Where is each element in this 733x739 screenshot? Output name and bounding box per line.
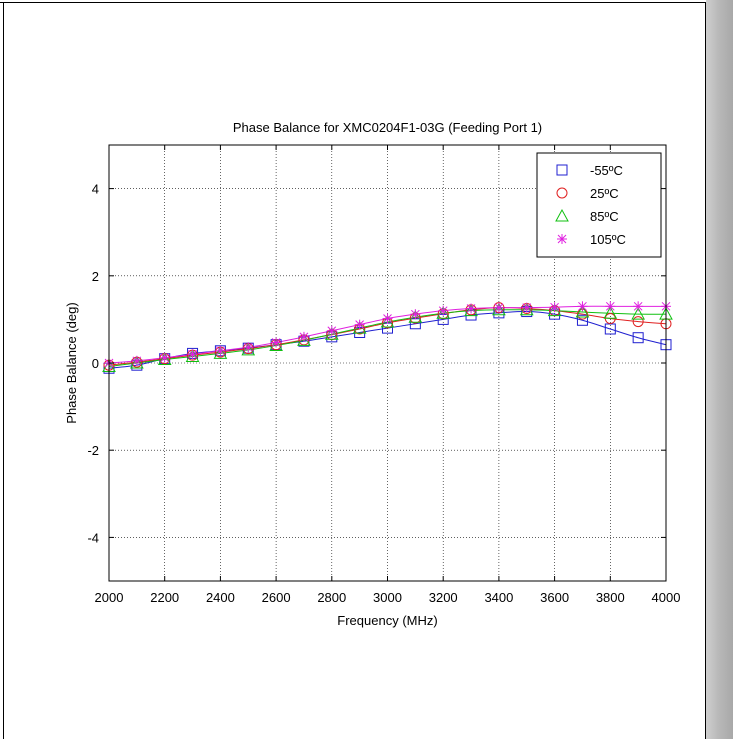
x-tick-label: 3000	[373, 590, 402, 605]
x-tick-label: 4000	[652, 590, 681, 605]
series-markers	[102, 301, 673, 374]
legend-box	[536, 152, 662, 258]
legend-marker-square	[556, 164, 568, 176]
star-stroke	[550, 302, 559, 312]
x-tick-label: 2800	[317, 590, 346, 605]
x-tick-label: 2000	[95, 590, 124, 605]
data-point-star	[605, 301, 616, 312]
star-stroke	[188, 349, 197, 359]
star-stroke	[605, 301, 615, 311]
x-tick-label: 3200	[429, 590, 458, 605]
star-stroke	[243, 342, 253, 352]
x-tick-label: 3400	[484, 590, 513, 605]
data-point-star	[633, 301, 644, 312]
data-point-star	[410, 309, 421, 320]
star-stroke	[438, 306, 448, 316]
top-border	[0, 2, 707, 3]
star-stroke	[494, 303, 504, 312]
star-stroke	[160, 353, 170, 363]
right-border	[705, 2, 706, 739]
x-tick-label: 2400	[206, 590, 235, 605]
y-tick-label: 0	[92, 356, 99, 371]
star-stroke	[410, 309, 420, 319]
x-tick-label: 3600	[540, 590, 569, 605]
data-point-triangle	[241, 342, 256, 356]
data-point-star	[382, 313, 393, 324]
side-scroll-bar[interactable]	[706, 0, 733, 739]
star-stroke	[557, 234, 567, 244]
star-stroke	[522, 303, 532, 312]
y-tick-label: -4	[87, 530, 99, 545]
legend-marker-star	[557, 234, 567, 244]
data-point-star	[159, 352, 170, 363]
legend: -55ºC 25ºC 85ºC 105ºC	[536, 152, 662, 258]
star-stroke	[383, 314, 392, 323]
x-axis-label: Frequency (MHz)	[337, 613, 437, 628]
data-point-triangle	[603, 306, 618, 319]
star-stroke	[216, 346, 225, 356]
data-point-star	[354, 319, 365, 330]
data-point-triangle	[157, 352, 172, 366]
star-stroke	[355, 320, 365, 329]
star-stroke	[633, 301, 643, 311]
data-point-star	[577, 301, 588, 312]
data-point-triangle	[575, 304, 590, 318]
data-point-square	[632, 332, 644, 344]
data-point-star	[326, 325, 337, 336]
star-stroke	[271, 338, 281, 347]
legend-label: 25ºC	[590, 186, 619, 201]
x-tick-label: 2600	[262, 590, 291, 605]
y-tick-label: -2	[87, 443, 99, 458]
data-point-triangle	[631, 307, 645, 320]
x-tick-label: 3800	[596, 590, 625, 605]
star-stroke	[299, 332, 309, 342]
y-axis-label: Phase Balance (deg)	[64, 302, 79, 423]
data-point-star	[215, 345, 226, 356]
star-stroke	[132, 356, 142, 366]
data-point-triangle	[185, 349, 200, 362]
data-point-star	[549, 302, 560, 313]
data-point-star	[131, 355, 142, 366]
data-point-square	[576, 314, 588, 326]
star-stroke	[578, 301, 587, 311]
x-tick-label: 2200	[150, 590, 179, 605]
legend-marker-triangle	[555, 208, 569, 222]
data-point-triangle	[130, 355, 144, 369]
data-point-star	[187, 349, 198, 360]
chart-title: Phase Balance for XMC0204F1-03G (Feeding…	[233, 120, 542, 135]
data-point-triangle	[436, 306, 451, 319]
phase-balance-chart: 2000 2200 2400 2600 2800 3000 3200 3400 3600 3800…	[64, 120, 680, 628]
data-point-star	[493, 302, 504, 313]
legend-marker-circle	[556, 187, 568, 199]
data-point-star	[466, 303, 477, 314]
data-point-star	[271, 337, 282, 348]
star-stroke	[327, 326, 337, 336]
y-tick-label: 4	[92, 182, 99, 197]
left-border	[3, 2, 4, 739]
data-point-star	[243, 342, 254, 353]
data-point-star	[521, 302, 532, 313]
data-point-triangle	[213, 346, 228, 359]
data-point-star	[298, 331, 309, 342]
data-point-star	[438, 305, 449, 316]
data-point-triangle	[464, 303, 478, 317]
legend-label: 105ºC	[590, 232, 626, 247]
legend-label: 85ºC	[590, 209, 619, 224]
data-point-triangle	[492, 302, 506, 316]
y-tick-label: 2	[92, 269, 99, 284]
data-point-circle	[632, 316, 644, 328]
axis-ticks: 2000 2200 2400 2600 2800 3000 3200 3400 3600 3800…	[87, 145, 680, 605]
star-stroke	[466, 304, 476, 313]
legend-label: -55ºC	[590, 163, 623, 178]
data-point-triangle	[519, 302, 534, 316]
